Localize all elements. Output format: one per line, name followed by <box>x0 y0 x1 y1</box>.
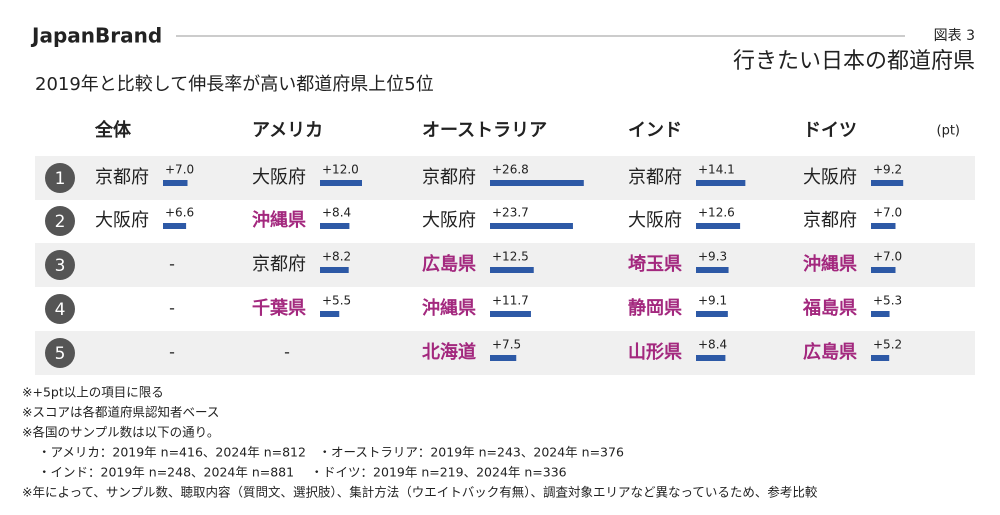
prefecture-name: 沖縄県 <box>422 297 476 319</box>
change-label: +23.7 <box>492 206 529 220</box>
brand: JapanBrand <box>30 24 162 48</box>
change-bar <box>490 355 517 361</box>
change-bar <box>871 267 896 273</box>
change-bar <box>320 311 340 317</box>
empty-cell: - <box>169 343 175 362</box>
change-bar <box>696 223 741 229</box>
column-header: ドイツ <box>803 120 857 141</box>
prefecture-name: 大阪府 <box>252 167 306 188</box>
rank-number: 2 <box>55 212 66 232</box>
change-label: +9.1 <box>698 294 727 308</box>
change-bar <box>696 355 726 361</box>
change-label: +26.8 <box>492 163 529 177</box>
change-bar <box>696 180 746 186</box>
change-label: +12.6 <box>698 206 735 220</box>
change-bar <box>320 180 362 186</box>
prefecture-name: 京都府 <box>422 167 476 188</box>
change-label: +6.6 <box>165 206 194 220</box>
row-band <box>35 331 975 375</box>
prefecture-name: 京都府 <box>252 254 306 275</box>
change-bar <box>320 267 349 273</box>
row-band <box>35 243 975 287</box>
change-bar <box>163 223 187 229</box>
rank-badge <box>45 338 75 368</box>
prefecture-name: 広島県 <box>422 253 476 275</box>
rank-number: 4 <box>55 300 66 320</box>
prefecture-name: 大阪府 <box>422 210 476 231</box>
change-label: +7.5 <box>492 338 521 352</box>
change-bar <box>871 180 904 186</box>
rank-number: 1 <box>55 169 66 189</box>
change-bar <box>871 355 890 361</box>
figure-number: 図表 3 <box>934 28 975 44</box>
change-bar <box>871 311 890 317</box>
prefecture-name: 埼玉県 <box>628 253 682 275</box>
prefecture-name: 福島県 <box>802 297 857 319</box>
change-label: +7.0 <box>873 206 902 220</box>
prefecture-name: 沖縄県 <box>252 209 306 231</box>
empty-cell: - <box>284 343 290 362</box>
title: 行きたい日本の都道府県 <box>733 49 975 74</box>
prefecture-name: 千葉県 <box>252 298 306 319</box>
change-bar <box>871 223 896 229</box>
prefecture-name: 山形県 <box>628 342 682 363</box>
empty-cell: - <box>169 255 175 274</box>
change-label: +9.2 <box>873 163 902 177</box>
rank-badge <box>45 206 75 236</box>
prefecture-name: 京都府 <box>803 210 857 231</box>
rank-badge <box>45 163 75 193</box>
rank-badge <box>45 250 75 280</box>
rank-number: 3 <box>55 256 66 276</box>
prefecture-name: 京都府 <box>628 167 682 188</box>
prefecture-name: 沖縄県 <box>803 253 857 275</box>
footnote: ※+5pt以上の項目に限る <box>22 385 164 400</box>
subtitle: 2019年と比較して伸長率が高い都道府県上位5位 <box>35 74 434 95</box>
change-bar <box>490 180 584 186</box>
column-header: インド <box>628 120 682 141</box>
change-label: +7.0 <box>873 250 902 264</box>
change-label: +14.1 <box>698 163 735 177</box>
prefecture-name: 大阪府 <box>803 167 857 188</box>
footnote: ・アメリカ：2019年 n=416、2024年 n=812 ・オーストラリア：2… <box>38 445 624 460</box>
change-label: +11.7 <box>492 294 529 308</box>
change-bar <box>490 223 573 229</box>
change-label: +12.0 <box>322 163 359 177</box>
change-bar <box>490 311 531 317</box>
footnote: ※各国のサンプル数は以下の通り。 <box>22 425 219 440</box>
prefecture-name: 大阪府 <box>95 210 149 231</box>
prefecture-name: 京都府 <box>95 167 149 188</box>
change-label: +8.2 <box>322 250 351 264</box>
column-header: オーストラリア <box>422 120 547 141</box>
prefecture-name: 静岡県 <box>628 297 682 319</box>
rank-number: 5 <box>55 344 66 364</box>
prefecture-name: 北海道 <box>422 341 476 363</box>
footnote: ※年によって、サンプル数、聴取内容（質問文、選択肢）、集計方法（ウエイトバック有… <box>22 485 818 500</box>
change-label: +9.3 <box>698 250 727 264</box>
empty-cell: - <box>169 299 175 318</box>
column-header: 全体 <box>94 119 132 141</box>
change-label: +5.2 <box>873 338 902 352</box>
change-bar <box>320 223 350 229</box>
change-label: +8.4 <box>322 206 351 220</box>
prefecture-name: 広島県 <box>803 341 857 363</box>
change-bar <box>163 180 188 186</box>
change-label: +5.5 <box>322 294 351 308</box>
change-label: +5.3 <box>873 294 902 308</box>
change-label: +8.4 <box>698 338 727 352</box>
prefecture-name: 大阪府 <box>628 210 682 231</box>
change-label: +12.5 <box>492 250 529 264</box>
footnote: ※スコアは各都道府県認知者ベース <box>22 405 219 420</box>
row-band <box>35 156 975 200</box>
rank-badge <box>45 294 75 324</box>
change-bar <box>696 311 728 317</box>
change-bar <box>696 267 729 273</box>
unit: (pt) <box>937 124 961 139</box>
change-bar <box>490 267 534 273</box>
change-label: +7.0 <box>165 163 194 177</box>
column-header: アメリカ <box>252 120 323 141</box>
footnote: ・インド：2019年 n=248、2024年 n=881 ・ドイツ：2019年 … <box>38 465 567 480</box>
